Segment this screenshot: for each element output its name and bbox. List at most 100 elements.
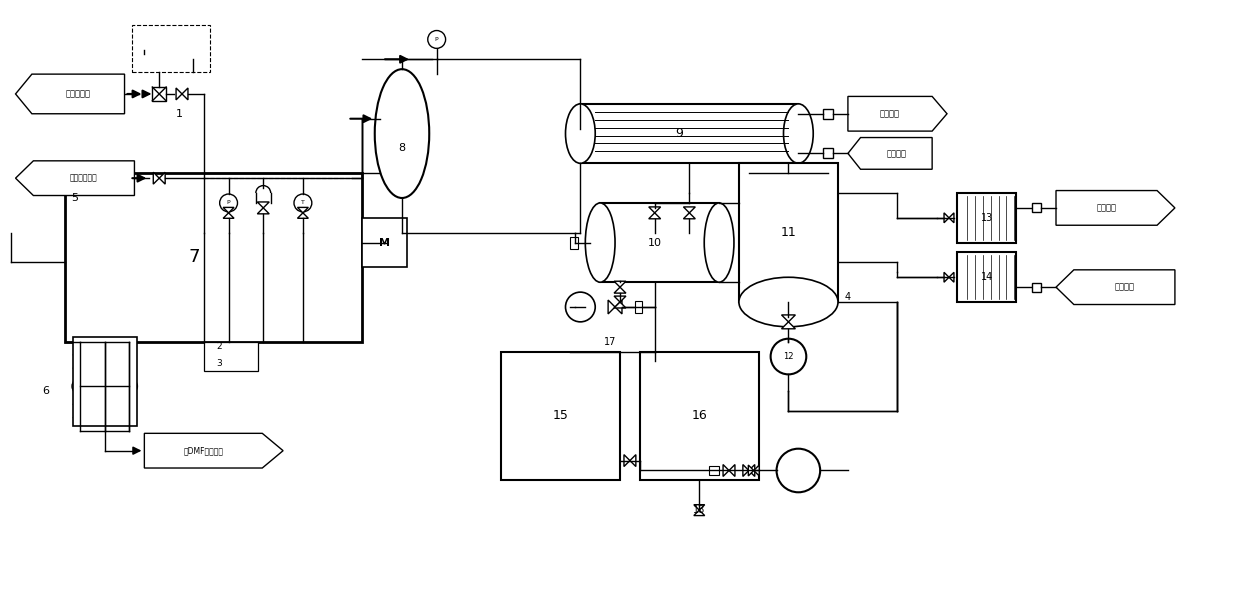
Text: M: M — [379, 237, 391, 248]
Text: 14: 14 — [981, 272, 993, 282]
Text: 循环上水: 循环上水 — [887, 149, 906, 158]
Polygon shape — [1056, 190, 1176, 225]
Circle shape — [219, 194, 238, 212]
Polygon shape — [614, 302, 626, 308]
Text: 5: 5 — [72, 193, 78, 203]
Polygon shape — [123, 362, 136, 368]
Polygon shape — [614, 287, 626, 293]
Polygon shape — [694, 505, 704, 510]
Polygon shape — [649, 207, 661, 213]
Bar — [151, 51, 167, 67]
Text: T: T — [301, 201, 305, 206]
Text: 循环上水: 循环上水 — [1115, 283, 1135, 292]
Polygon shape — [614, 282, 626, 287]
Bar — [501, 351, 620, 480]
Text: 12: 12 — [784, 352, 794, 361]
Bar — [635, 301, 642, 313]
Polygon shape — [614, 296, 626, 302]
Polygon shape — [16, 161, 134, 195]
Polygon shape — [182, 88, 188, 100]
Polygon shape — [781, 315, 795, 322]
Polygon shape — [73, 362, 87, 368]
Polygon shape — [98, 411, 112, 418]
Text: 13: 13 — [981, 213, 993, 223]
Polygon shape — [723, 465, 729, 476]
Text: P: P — [435, 37, 439, 42]
Polygon shape — [754, 465, 759, 476]
Polygon shape — [98, 404, 112, 411]
Bar — [64, 173, 362, 341]
Polygon shape — [781, 322, 795, 329]
Bar — [957, 253, 1017, 302]
Text: 去DMF冷凝液槽: 去DMF冷凝液槽 — [184, 446, 223, 455]
Text: 低压蒸汽管网: 低压蒸汽管网 — [69, 174, 98, 182]
Text: 循环回水: 循环回水 — [880, 110, 900, 118]
Text: 18: 18 — [693, 505, 706, 515]
Polygon shape — [949, 213, 954, 223]
Polygon shape — [630, 455, 636, 466]
Bar — [640, 351, 759, 480]
Bar — [133, 24, 210, 72]
Text: 16: 16 — [692, 409, 707, 422]
Polygon shape — [73, 411, 87, 418]
Polygon shape — [848, 97, 947, 131]
Polygon shape — [223, 207, 234, 213]
Ellipse shape — [704, 203, 734, 282]
Polygon shape — [73, 404, 87, 411]
Text: 6: 6 — [42, 386, 48, 396]
Bar — [362, 218, 407, 267]
Ellipse shape — [739, 277, 838, 327]
Text: 3: 3 — [216, 359, 222, 368]
Circle shape — [294, 194, 311, 212]
Polygon shape — [944, 213, 949, 223]
Ellipse shape — [784, 104, 813, 163]
Polygon shape — [1056, 270, 1176, 305]
Polygon shape — [258, 202, 269, 208]
Polygon shape — [16, 74, 124, 114]
Ellipse shape — [565, 104, 595, 163]
Polygon shape — [729, 465, 735, 476]
Text: 4: 4 — [844, 292, 851, 302]
Polygon shape — [258, 208, 269, 214]
Bar — [184, 42, 202, 59]
Circle shape — [122, 378, 138, 394]
Polygon shape — [748, 465, 754, 476]
Bar — [1032, 203, 1040, 212]
Polygon shape — [223, 213, 234, 218]
Circle shape — [134, 29, 155, 50]
Bar — [73, 337, 138, 426]
Text: 2: 2 — [216, 342, 222, 351]
Text: 7: 7 — [188, 248, 200, 266]
Bar — [203, 341, 258, 371]
Text: 1: 1 — [176, 109, 182, 119]
Polygon shape — [123, 354, 136, 362]
Polygon shape — [98, 362, 112, 368]
Bar — [709, 466, 719, 476]
Polygon shape — [749, 465, 755, 476]
Text: 11: 11 — [781, 226, 796, 239]
Polygon shape — [624, 455, 630, 466]
Polygon shape — [98, 354, 112, 362]
Text: P: P — [227, 201, 231, 206]
Polygon shape — [608, 300, 615, 314]
Polygon shape — [298, 207, 309, 213]
Polygon shape — [694, 510, 704, 515]
Circle shape — [770, 338, 806, 375]
Polygon shape — [649, 213, 661, 219]
Circle shape — [72, 378, 88, 394]
Bar — [823, 149, 833, 159]
Polygon shape — [159, 172, 165, 184]
Circle shape — [565, 292, 595, 322]
Bar — [823, 109, 833, 119]
Bar — [153, 87, 166, 101]
Text: 污水集水池: 污水集水池 — [66, 89, 91, 99]
Polygon shape — [154, 172, 159, 184]
Bar — [957, 193, 1017, 242]
Polygon shape — [743, 465, 749, 476]
Circle shape — [97, 378, 113, 394]
Ellipse shape — [374, 69, 429, 198]
Polygon shape — [848, 138, 932, 170]
Circle shape — [428, 31, 445, 48]
Polygon shape — [123, 404, 136, 411]
Bar — [739, 163, 838, 302]
